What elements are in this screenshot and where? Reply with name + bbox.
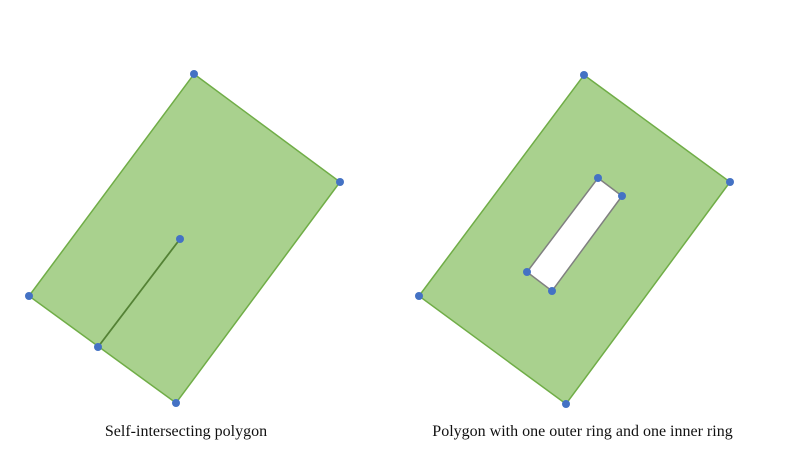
polygon-with-hole-figure (415, 71, 734, 408)
vertex-point (172, 399, 180, 407)
polygon-with-hole-caption: Polygon with one outer ring and one inne… (432, 423, 733, 440)
vertex-point (25, 292, 33, 300)
vertex-point (594, 174, 602, 182)
vertex-point (336, 178, 344, 186)
vertex-point (94, 343, 102, 351)
self-intersecting-polygon-caption: Self-intersecting polygon (104, 423, 268, 440)
vertex-point (562, 400, 570, 408)
self-intersecting-polygon-fill (27, 72, 342, 405)
vertex-point (190, 70, 198, 78)
vertex-point (618, 192, 626, 200)
vertex-point (415, 292, 423, 300)
self-intersecting-polygon-figure (25, 70, 344, 407)
vertex-point (726, 178, 734, 186)
vertex-point (548, 287, 556, 295)
vertex-point (176, 235, 184, 243)
vertex-point (580, 71, 588, 79)
self-intersecting-inner-edge (97, 238, 181, 348)
vertex-point (523, 268, 531, 276)
outer-ring-fill (419, 75, 730, 404)
